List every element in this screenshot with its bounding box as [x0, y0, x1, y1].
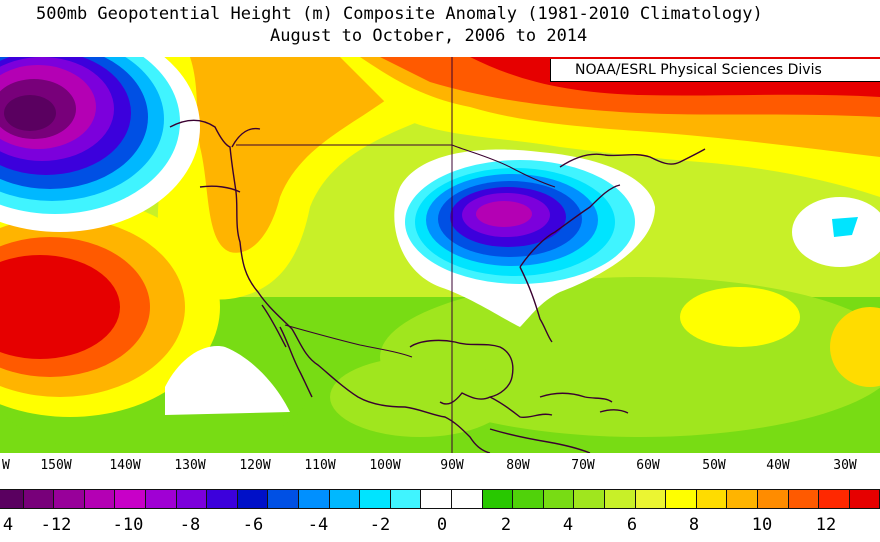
pacific-coastline [169, 119, 491, 453]
colorbar-swatch [267, 489, 299, 509]
longitude-tick-label: W [2, 458, 10, 473]
us-mexico-border [284, 324, 413, 358]
atlantic-coast-south [519, 266, 553, 343]
colorbar-swatch [573, 489, 605, 509]
colorbar-swatch [145, 489, 177, 509]
colorbar-label: 4 [562, 515, 574, 535]
longitude-tick-label: 140W [109, 458, 141, 473]
colorbar-swatch [726, 489, 758, 509]
anomaly-map [0, 57, 880, 453]
colorbar-label: 10 [751, 515, 773, 535]
central-america-coast [489, 428, 591, 453]
alaska-panhandle-coast [231, 127, 261, 148]
credit-label: NOAA/ESRL Physical Sciences Divis [550, 59, 880, 82]
colorbar-swatch [298, 489, 330, 509]
colorbar-swatch [83, 489, 116, 509]
colorbar-swatch [634, 489, 667, 509]
colorbar-swatch [236, 489, 269, 509]
colorbar-label: 12 [815, 515, 837, 535]
colorbar-swatch [206, 489, 238, 509]
colorbar-label: 8 [688, 515, 700, 535]
colorbar-swatch [328, 489, 361, 509]
canadian-maritimes [559, 148, 706, 168]
field-gulf-of-alaska-low [0, 57, 200, 232]
field-epac-red-inner [0, 255, 120, 359]
field-atlantic-yellow-spot [680, 287, 800, 347]
field-central-atlantic-low [792, 197, 880, 267]
colorbar-swatch [695, 489, 728, 509]
field-west-orange [190, 57, 400, 253]
colorbar-swatch [114, 489, 146, 509]
longitude-tick-label: 110W [304, 458, 336, 473]
longitude-tick-label: 120W [239, 458, 271, 473]
cuba-outline [539, 392, 613, 403]
longitude-tick-label: 100W [369, 458, 401, 473]
colorbar-swatch [0, 489, 24, 509]
field-caribbean-band [330, 357, 510, 437]
colorbar-swatch [787, 489, 820, 509]
colorbar-swatch [420, 489, 452, 509]
colorbar-labels: 4 -12 -10 -8 -6 -4 -2 0 2 4 6 8 10 12 [0, 515, 880, 539]
field-atlantic-east-spot [830, 307, 880, 387]
colorbar-swatch [512, 489, 544, 509]
coastlines [169, 119, 706, 453]
colorbar-swatch [542, 489, 575, 509]
anomaly-field [0, 57, 880, 453]
longitude-tick-label: 30W [833, 458, 857, 473]
colorbar-label: -6 [242, 515, 264, 535]
colorbar-swatch [604, 489, 636, 509]
title-line-2: August to October, 2006 to 2014 [270, 26, 588, 46]
colorbar-swatch [53, 489, 85, 509]
field-subtropical-white [165, 346, 290, 415]
atlantic-coast-north [519, 184, 621, 268]
colorbar-label: 2 [500, 515, 512, 535]
colorbar-swatch [359, 489, 391, 509]
longitude-tick-label: 70W [571, 458, 595, 473]
colorbar-label: 0 [436, 515, 448, 535]
colorbar-label: -8 [179, 515, 201, 535]
longitude-tick-label: 50W [702, 458, 726, 473]
colorbar-swatch [389, 489, 422, 509]
yucatan-coast [489, 396, 553, 419]
longitude-tick-label: 60W [636, 458, 660, 473]
colorbar-swatch [451, 489, 483, 509]
colorbar-swatch [848, 489, 880, 509]
longitude-tick-label: 40W [766, 458, 790, 473]
colorbar-label: -10 [112, 515, 144, 535]
colorbar-label: 4 [2, 515, 14, 535]
colorbar-swatch [175, 489, 208, 509]
canada-west-coast [199, 185, 241, 193]
colorbar-label: -2 [369, 515, 391, 535]
gulf-coast [409, 339, 514, 405]
colorbar-swatch [665, 489, 697, 509]
longitude-tick-label: 150W [40, 458, 72, 473]
baja-peninsula [279, 326, 313, 398]
colorbar-swatch [818, 489, 850, 509]
longitude-tick-label: 130W [174, 458, 206, 473]
colorbar-swatch [757, 489, 789, 509]
field-eastern-na-low [394, 149, 655, 327]
great-lakes-border [451, 144, 556, 188]
colorbar-swatch [481, 489, 514, 509]
colorbar-label: 6 [626, 515, 638, 535]
hispaniola-outline [599, 409, 629, 414]
longitude-axis: W 150W 140W 130W 120W 110W 100W 90W 80W 70W 60W 50W… [0, 458, 880, 478]
longitude-tick-label: 90W [440, 458, 464, 473]
colorbar-label: -4 [307, 515, 329, 535]
gulf-of-california [261, 304, 287, 348]
longitude-tick-label: 80W [506, 458, 530, 473]
colorbar-label: -12 [40, 515, 72, 535]
borders [236, 57, 556, 453]
colorbar-swatch [22, 489, 55, 509]
title-line-1: 500mb Geopotential Height (m) Composite … [36, 4, 763, 24]
